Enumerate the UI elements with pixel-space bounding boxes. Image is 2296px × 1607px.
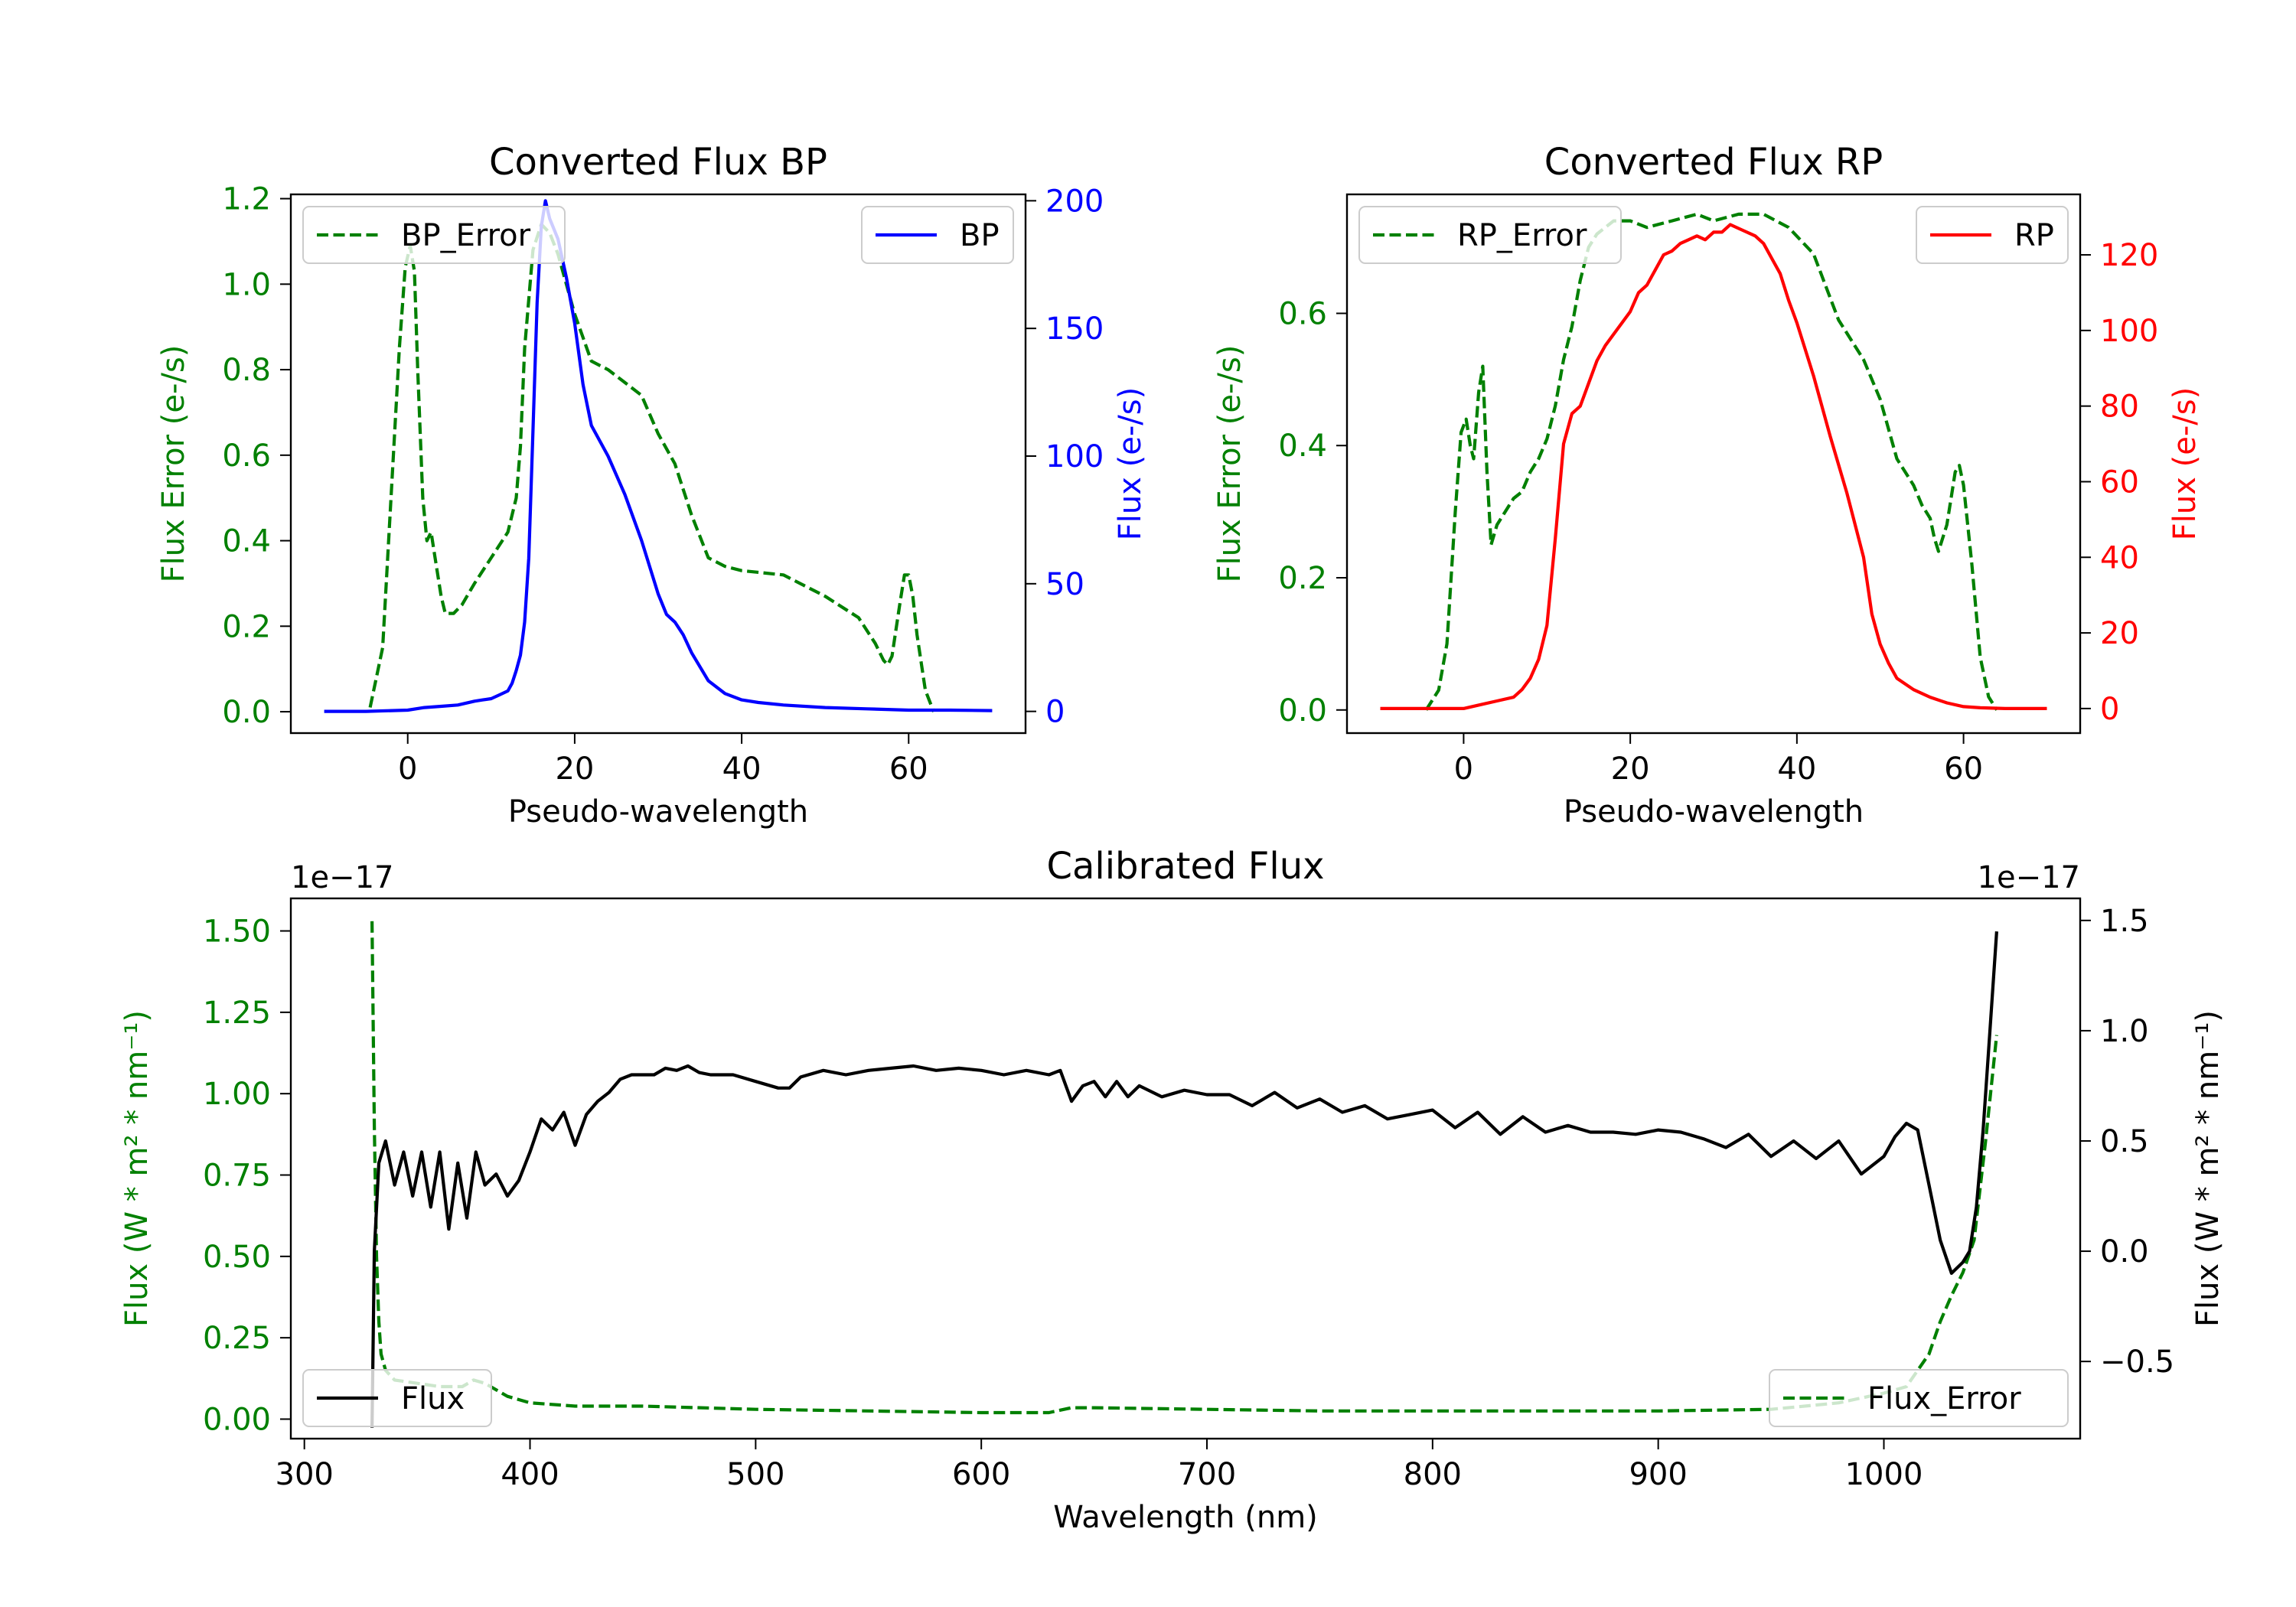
y-left-tick-label: 0.6: [1278, 296, 1327, 331]
x-tick-label: 60: [889, 751, 928, 787]
y-left-tick-label: 0.25: [203, 1321, 271, 1356]
y-right-tick-label: 120: [2100, 238, 2158, 273]
legend-flux: Flux: [302, 1369, 492, 1427]
x-tick-label: 700: [1178, 1457, 1236, 1492]
y-left-tick-label: 1.50: [203, 914, 271, 950]
y-left-tick-label: 1.25: [203, 996, 271, 1031]
y-right-tick-label: 0.5: [2100, 1124, 2149, 1159]
legend-bp-error: BP_Error: [302, 206, 566, 264]
y-right-tick-label: 80: [2100, 390, 2139, 425]
series-line-flux-error: [370, 921, 1998, 1415]
legend-label: BP: [960, 218, 1000, 253]
y-right-tick-label: 20: [2100, 616, 2139, 651]
y-left-offset-label: 1e−17: [291, 860, 393, 895]
legend-box: [861, 206, 1014, 264]
y-right-tick-label: 200: [1045, 184, 1104, 219]
y-left-axis-label: Flux Error (e-/s): [156, 345, 191, 583]
y-left-tick-label: 0.8: [222, 353, 271, 388]
series-line-flux: [370, 931, 1998, 1428]
legend-label: Flux_Error: [1867, 1381, 2021, 1416]
y-right-tick-label: 0: [2100, 692, 2119, 727]
series-group: [1380, 212, 2047, 711]
legend-label: RP_Error: [1457, 218, 1587, 253]
y-left-tick-label: 0.6: [222, 438, 271, 474]
y-right-tick-label: 100: [2100, 314, 2158, 349]
y-right-tick-label: 100: [1045, 439, 1104, 474]
y-right-offset-label: 1e−17: [1978, 860, 2080, 895]
legend-rp-error: RP_Error: [1358, 206, 1622, 264]
y-left-tick-label: 0.50: [203, 1240, 271, 1275]
legend-label: Flux: [401, 1381, 465, 1416]
legend-flux-error: Flux_Error: [1769, 1369, 2069, 1427]
x-tick-label: 800: [1404, 1457, 1462, 1492]
legend-box: [1358, 206, 1622, 264]
y-left-axis-label: Flux Error (e-/s): [1212, 345, 1247, 583]
legend-label: RP: [2014, 218, 2054, 253]
panel-calibrated: 300 400 500 600 700 800 900 1000 0.00 0.25 0.50 0.7…: [119, 845, 2226, 1535]
y-right-tick-label: 150: [1045, 311, 1104, 347]
y-left-tick-label: 0.2: [222, 609, 271, 644]
x-tick-label: 20: [1611, 751, 1650, 787]
y-left-tick-label: 0.00: [203, 1402, 271, 1437]
y-right-tick-label: 40: [2100, 540, 2139, 575]
axes-frame: [289, 897, 2082, 1440]
axes-frame: [1345, 193, 2082, 735]
x-axis-label: Pseudo-wavelength: [508, 794, 808, 830]
x-tick-label: 0: [398, 751, 417, 787]
series-line-rp: [1380, 223, 2047, 710]
y-right-axis-label: Flux (e-/s): [1113, 387, 1148, 540]
y-right-tick-label: 0: [1045, 695, 1065, 730]
axes-frame: [289, 193, 1027, 735]
y-left-tick-label: 1.00: [203, 1077, 271, 1112]
legend-box: [302, 206, 566, 264]
x-tick-label: 40: [1777, 751, 1816, 787]
x-tick-label: 0: [1454, 751, 1473, 787]
series-line-bp-error: [368, 223, 935, 712]
y-right-tick-label: 50: [1045, 567, 1084, 602]
series-line-rp-error: [1424, 212, 1998, 711]
y-right-tick-label: −0.5: [2100, 1345, 2174, 1380]
y-left-tick-label: 0.75: [203, 1159, 271, 1194]
y-right-tick-label: 60: [2100, 464, 2139, 500]
legend-rp: RP: [1916, 206, 2069, 264]
y-left-axis-label: Flux (W * m² * nm⁻¹): [119, 1010, 155, 1327]
y-left-tick-label: 0.2: [1278, 561, 1327, 596]
legend-box: [302, 1369, 492, 1427]
y-right-tick-label: 1.5: [2100, 904, 2149, 939]
chart-title: Converted Flux BP: [489, 141, 827, 184]
x-tick-label: 1000: [1845, 1457, 1923, 1492]
series-group: [370, 921, 1998, 1428]
y-left-tick-label: 1.2: [222, 182, 271, 217]
x-tick-label: 60: [1944, 751, 1983, 787]
x-tick-label: 40: [722, 751, 762, 787]
x-axis-label: Pseudo-wavelength: [1564, 794, 1864, 830]
x-tick-label: 900: [1629, 1457, 1687, 1492]
y-left-tick-label: 0.4: [1278, 429, 1327, 464]
x-axis-label: Wavelength (nm): [1053, 1500, 1318, 1535]
legend-box: [1916, 206, 2069, 264]
y-left-tick-label: 1.0: [222, 267, 271, 302]
x-tick-label: 20: [555, 751, 594, 787]
y-right-tick-label: 1.0: [2100, 1014, 2149, 1049]
panel-bp: 0 20 40 60 0.0 0.2 0.4 0.6 0.8 1.0 1.2 0 50 100 150 200…: [156, 141, 1148, 830]
legend-label: BP_Error: [401, 218, 531, 253]
x-tick-label: 600: [952, 1457, 1010, 1492]
x-tick-label: 500: [726, 1457, 784, 1492]
legend-bp: BP: [861, 206, 1014, 264]
chart-title: Converted Flux RP: [1544, 141, 1883, 184]
legend-box: [1769, 1369, 2069, 1427]
y-left-tick-label: 0.0: [222, 695, 271, 730]
y-right-axis-label: Flux (e-/s): [2167, 387, 2203, 540]
y-right-tick-label: 0.0: [2100, 1234, 2149, 1270]
x-tick-label: 300: [276, 1457, 334, 1492]
x-tick-label: 400: [501, 1457, 559, 1492]
panel-rp: 0 20 40 60 0.0 0.2 0.4 0.6 0 20 40 60 80 100 120 Conver…: [1212, 141, 2203, 830]
y-left-tick-label: 0.0: [1278, 693, 1327, 729]
y-right-axis-label: Flux (W * m² * nm⁻¹): [2190, 1010, 2226, 1327]
y-left-tick-label: 0.4: [222, 524, 271, 559]
chart-title: Calibrated Flux: [1046, 845, 1324, 888]
